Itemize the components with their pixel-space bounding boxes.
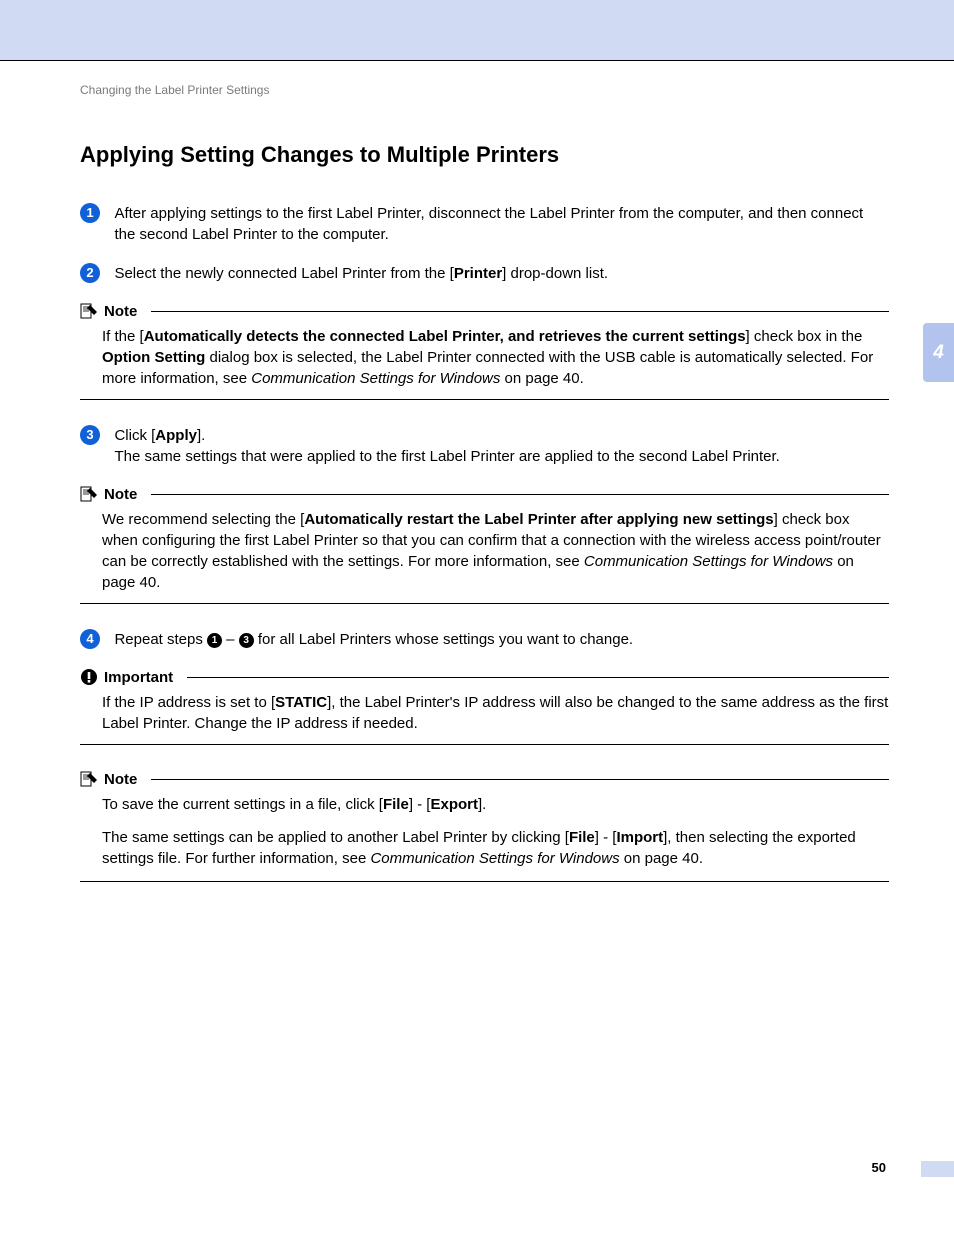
n2-pre: We recommend selecting the [ bbox=[102, 511, 304, 528]
n2-italic: Communication Settings for Windows bbox=[584, 553, 833, 570]
note-2-body: We recommend selecting the [Automaticall… bbox=[80, 505, 889, 604]
n3p2-tail: on page 40. bbox=[620, 850, 703, 867]
step-2: 2 Select the newly connected Label Print… bbox=[80, 263, 889, 284]
s3-bold: Apply bbox=[155, 427, 197, 444]
important-callout: Important If the IP address is set to [S… bbox=[80, 668, 889, 745]
note-1-body: If the [Automatically detects the connec… bbox=[80, 322, 889, 400]
important-label: Important bbox=[104, 669, 173, 686]
s4-post: for all Label Printers whose settings yo… bbox=[254, 631, 633, 648]
note-1-line bbox=[151, 311, 889, 312]
step-2-bold: Printer bbox=[454, 265, 502, 282]
ref-bullet-1: 1 bbox=[207, 633, 222, 648]
n1-bold2: Option Setting bbox=[102, 349, 205, 366]
step-1: 1 After applying settings to the first L… bbox=[80, 203, 889, 245]
page-title: Applying Setting Changes to Multiple Pri… bbox=[80, 142, 889, 168]
page-number: 50 bbox=[872, 1160, 886, 1175]
note-3: Note To save the current settings in a f… bbox=[80, 770, 889, 882]
n3p1-mid: ] - [ bbox=[409, 796, 431, 813]
note-1-header: Note bbox=[80, 302, 889, 320]
n3p2-b2: Import bbox=[616, 829, 663, 846]
step-bullet-4: 4 bbox=[80, 629, 100, 649]
note-3-header: Note bbox=[80, 770, 889, 788]
important-header: Important bbox=[80, 668, 889, 686]
important-icon bbox=[80, 668, 98, 686]
step-2-post: ] drop-down list. bbox=[502, 265, 608, 282]
step-4-text: Repeat steps 1 – 3 for all Label Printer… bbox=[114, 629, 864, 650]
note-1: Note If the [Automatically detects the c… bbox=[80, 302, 889, 400]
n1-italic: Communication Settings for Windows bbox=[251, 370, 500, 387]
step-3-text: Click [Apply]. The same settings that wer… bbox=[114, 425, 864, 467]
n3p1-b1: File bbox=[383, 796, 409, 813]
n1-bold1: Automatically detects the connected Labe… bbox=[144, 328, 746, 345]
step-bullet-2: 2 bbox=[80, 263, 100, 283]
n3p1-b2: Export bbox=[430, 796, 478, 813]
imp-bold: STATIC bbox=[275, 694, 327, 711]
note-3-line bbox=[151, 779, 889, 780]
note-2-line bbox=[151, 494, 889, 495]
step-4: 4 Repeat steps 1 – 3 for all Label Print… bbox=[80, 629, 889, 650]
n1-pre: If the [ bbox=[102, 328, 144, 345]
note-icon bbox=[80, 485, 98, 503]
note-2: Note We recommend selecting the [Automat… bbox=[80, 485, 889, 604]
breadcrumb: Changing the Label Printer Settings bbox=[80, 83, 889, 97]
important-body: If the IP address is set to [STATIC], th… bbox=[80, 688, 889, 745]
note-3-label: Note bbox=[104, 771, 137, 788]
content-area: Changing the Label Printer Settings Appl… bbox=[0, 61, 954, 882]
n2-bold1: Automatically restart the Label Printer … bbox=[304, 511, 773, 528]
s3-pre: Click [ bbox=[114, 427, 155, 444]
header-bar bbox=[0, 0, 954, 60]
step-2-pre: Select the newly connected Label Printer… bbox=[114, 265, 453, 282]
note-icon bbox=[80, 770, 98, 788]
page-container: 4 Changing the Label Printer Settings Ap… bbox=[0, 0, 954, 1235]
note-2-header: Note bbox=[80, 485, 889, 503]
n3p2-pre: The same settings can be applied to anot… bbox=[102, 829, 569, 846]
s4-dash: – bbox=[222, 631, 239, 648]
step-1-text: After applying settings to the first Lab… bbox=[114, 203, 864, 245]
step-bullet-1: 1 bbox=[80, 203, 100, 223]
s3-post: ]. bbox=[197, 427, 205, 444]
note-2-label: Note bbox=[104, 486, 137, 503]
ref-bullet-3: 3 bbox=[239, 633, 254, 648]
n3p1-post: ]. bbox=[478, 796, 486, 813]
n3-p2: The same settings can be applied to anot… bbox=[102, 827, 889, 869]
n3p2-mid: ] - [ bbox=[595, 829, 617, 846]
important-line bbox=[187, 677, 889, 678]
step-3: 3 Click [Apply]. The same settings that w… bbox=[80, 425, 889, 467]
footer-bar bbox=[921, 1161, 954, 1177]
s4-pre: Repeat steps bbox=[114, 631, 207, 648]
n3p2-italic: Communication Settings for Windows bbox=[370, 850, 619, 867]
n3p2-b1: File bbox=[569, 829, 595, 846]
step-2-text: Select the newly connected Label Printer… bbox=[114, 263, 864, 284]
imp-pre: If the IP address is set to [ bbox=[102, 694, 275, 711]
n1-tail: on page 40. bbox=[500, 370, 583, 387]
n1-mid: ] check box in the bbox=[746, 328, 863, 345]
s3-line2: The same settings that were applied to t… bbox=[114, 448, 779, 465]
note-icon bbox=[80, 302, 98, 320]
n3p1-pre: To save the current settings in a file, … bbox=[102, 796, 383, 813]
note-1-label: Note bbox=[104, 303, 137, 320]
note-3-body: To save the current settings in a file, … bbox=[80, 790, 889, 882]
n3-p1: To save the current settings in a file, … bbox=[102, 794, 889, 815]
step-bullet-3: 3 bbox=[80, 425, 100, 445]
